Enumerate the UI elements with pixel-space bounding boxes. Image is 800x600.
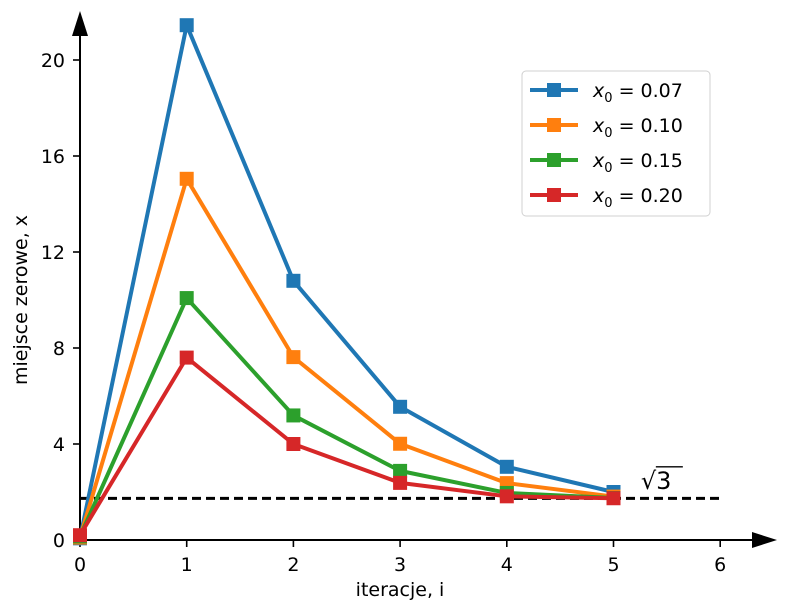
y-tick-label: 12: [41, 242, 65, 264]
data-point-marker: [393, 475, 408, 490]
data-point-marker: [179, 350, 194, 365]
data-point-marker: [393, 436, 408, 451]
y-tick-label: 4: [53, 434, 65, 456]
legend-label: x0 = 0.07: [592, 80, 683, 106]
legend-label: x0 = 0.10: [592, 115, 683, 141]
legend-value: = 0.15: [613, 150, 683, 172]
legend-variable: x: [592, 80, 605, 102]
legend-subscript: 0: [604, 126, 612, 141]
legend-value: = 0.10: [613, 115, 683, 137]
y-tick-label: 20: [41, 50, 65, 72]
data-point-marker: [286, 273, 301, 288]
data-point-marker: [393, 399, 408, 414]
y-tick-label: 8: [53, 338, 65, 360]
x-tick-label: 3: [394, 554, 406, 576]
legend-label: x0 = 0.15: [592, 150, 683, 176]
series-line: [78, 355, 614, 537]
legend-subscript: 0: [604, 161, 612, 176]
data-point-marker: [179, 18, 194, 33]
annotation-radical-sign: √: [641, 467, 657, 495]
legend-marker: [547, 83, 561, 97]
data-point-marker: [286, 408, 301, 423]
legend-variable: x: [592, 150, 605, 172]
y-axis-title: miejsce zerowe, x: [10, 215, 32, 385]
data-point-marker: [393, 463, 408, 478]
legend-value: = 0.07: [613, 80, 683, 102]
annotation-sqrt3: √3: [641, 467, 672, 495]
legend-subscript: 0: [604, 196, 612, 211]
x-tick-label: 5: [607, 554, 619, 576]
data-point-marker: [286, 437, 301, 451]
x-axis-arrow-icon: [752, 532, 777, 548]
legend-frame: [521, 70, 711, 217]
data-point-marker: [499, 489, 514, 504]
legend-variable: x: [592, 185, 605, 207]
data-point-marker: [286, 350, 301, 365]
legend-value: = 0.20: [613, 185, 683, 207]
x-tick-label: 0: [74, 554, 86, 576]
x-tick-label: 2: [287, 554, 299, 576]
y-axis-arrow-icon: [72, 11, 88, 36]
legend-marker: [547, 153, 561, 167]
legend-marker: [547, 118, 561, 132]
x-tick-label: 1: [181, 554, 193, 576]
legend-subscript: 0: [604, 91, 612, 106]
y-tick-label: 16: [41, 146, 65, 168]
y-tick-label: 0: [53, 530, 65, 552]
legend-label: x0 = 0.20: [592, 185, 683, 211]
data-point-marker: [606, 491, 621, 506]
series-line: [78, 176, 614, 539]
legend-marker: [547, 188, 561, 202]
x-axis-title: iteracje, i: [356, 579, 445, 600]
annotation-radicand: 3: [656, 467, 671, 495]
x-tick-label: 6: [714, 554, 726, 576]
series-line: [78, 23, 614, 539]
data-point-marker: [179, 291, 194, 306]
series-line: [78, 296, 614, 538]
legend-variable: x: [592, 115, 605, 137]
data-point-marker: [179, 171, 194, 186]
x-tick-label: 4: [501, 554, 513, 576]
data-point-marker: [499, 459, 514, 474]
data-point-marker: [73, 528, 87, 543]
